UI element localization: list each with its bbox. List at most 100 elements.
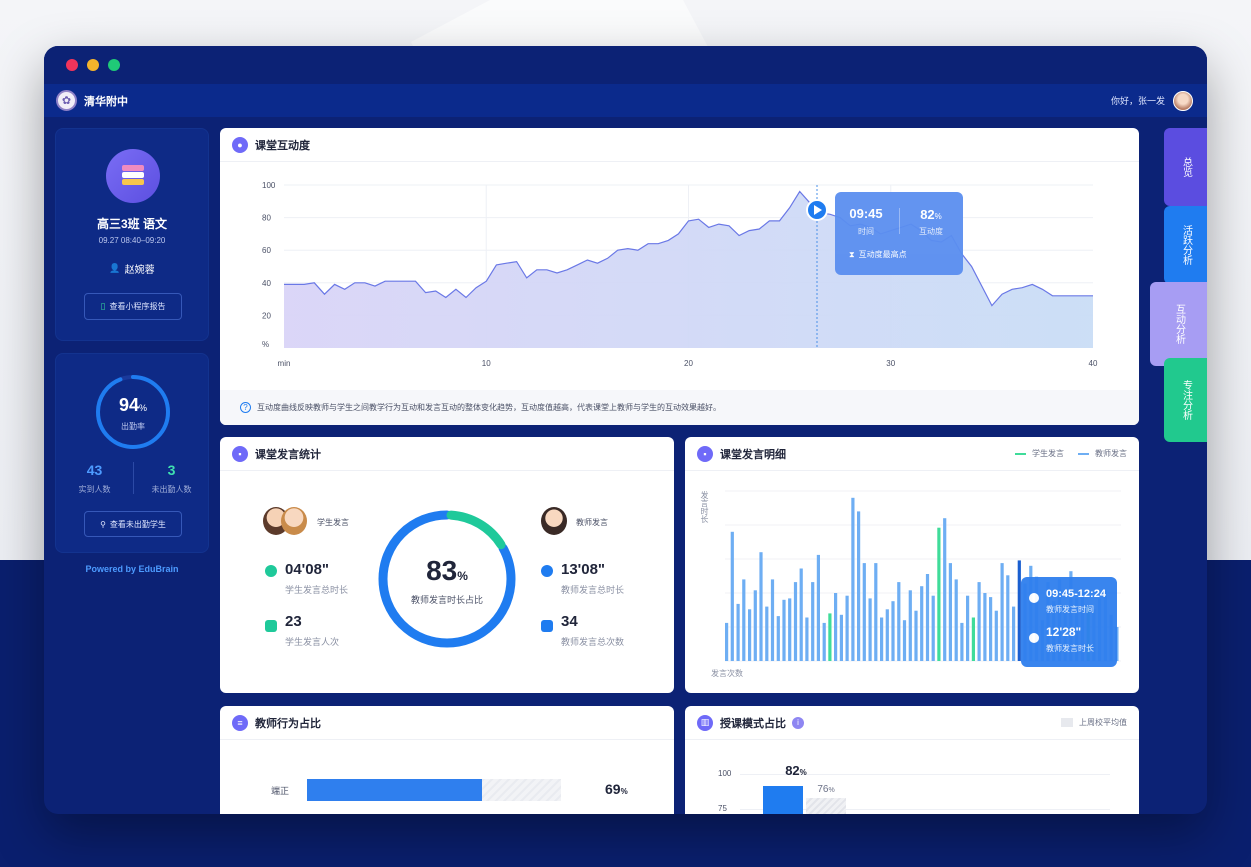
speech-bar[interactable]: [966, 595, 970, 661]
speech-bar[interactable]: [805, 617, 809, 662]
tooltip-divider: [899, 208, 900, 234]
speech-bar[interactable]: [897, 582, 901, 661]
tab-focus[interactable]: 专注分析: [1164, 358, 1207, 442]
legend-student-swatch: [1015, 452, 1026, 455]
detail-x-label: 发言次数: [711, 669, 743, 678]
user-avatar[interactable]: [1173, 90, 1193, 111]
attendance-label: 出勤率: [121, 422, 145, 431]
speech-bar[interactable]: [851, 497, 855, 661]
tab-activity[interactable]: 活跃分析: [1164, 206, 1207, 284]
interaction-note-text: 互动度曲线反映教师与学生之间教学行为互动和发言互动的整体变化趋势，互动度值越高，…: [257, 403, 721, 412]
speech-bar[interactable]: [1017, 560, 1021, 661]
tooltip-peak-label: 互动度最高点: [858, 250, 907, 259]
mode-grid-line: [740, 774, 1110, 775]
speech-legend: 学生发言 教师发言: [1015, 448, 1127, 459]
speech-bar[interactable]: [914, 610, 918, 661]
mode-avg-unit: %: [828, 787, 835, 794]
speech-bar[interactable]: [902, 620, 907, 661]
x-tick-label: min: [278, 359, 291, 368]
teacher-label: 教师发言: [576, 518, 608, 527]
speech-bar[interactable]: [1006, 575, 1010, 661]
speech-bar[interactable]: [885, 609, 889, 661]
speech-bar[interactable]: [983, 593, 987, 661]
speech-bar[interactable]: [925, 574, 930, 661]
speech-bar[interactable]: [845, 595, 849, 661]
speech-bar[interactable]: [931, 595, 935, 661]
speech-bar[interactable]: [822, 622, 826, 661]
speech-bar[interactable]: [989, 597, 993, 661]
speech-bar[interactable]: [730, 531, 734, 661]
speech-bar[interactable]: [908, 590, 912, 661]
behavior-value: 69: [605, 781, 621, 797]
present-count: 43: [86, 462, 103, 478]
attendance-panel: 94% 出勤率 43 实到人数 3 未出勤人数 ⚲ 查看未出勤学生: [55, 353, 209, 553]
speech-bar[interactable]: [920, 586, 924, 661]
ratio-unit: %: [457, 569, 468, 583]
speech-bar[interactable]: [811, 582, 815, 661]
speech-bar[interactable]: [874, 563, 878, 661]
info-icon[interactable]: i: [792, 716, 804, 729]
clock-icon: [265, 565, 277, 577]
minimize-window-button[interactable]: [87, 59, 99, 71]
speech-bar[interactable]: [943, 518, 947, 661]
speech-bar[interactable]: [793, 582, 798, 661]
tab-interaction[interactable]: 互动分析: [1150, 282, 1207, 366]
speech-bar[interactable]: [828, 613, 832, 661]
phone-icon: ▯: [100, 301, 106, 311]
x-tick-label: 10: [482, 359, 491, 368]
user-greeting: 你好，张一发: [1110, 96, 1165, 106]
mode-grid-line: [740, 809, 1110, 810]
speech-bar[interactable]: [971, 617, 975, 662]
chat-icon: ●: [232, 136, 248, 153]
speech-bar[interactable]: [857, 511, 861, 661]
teacher-count-label: 教师发言总次数: [561, 637, 625, 647]
speech-bar[interactable]: [725, 622, 729, 661]
speech-bar[interactable]: [736, 603, 740, 661]
close-window-button[interactable]: [66, 59, 78, 71]
speech-bar[interactable]: [753, 590, 757, 661]
speech-bar[interactable]: [862, 563, 866, 661]
attendance-value-wrap: 94%: [93, 395, 173, 416]
speech-bar[interactable]: [937, 527, 941, 661]
speech-bar[interactable]: [799, 568, 803, 662]
behavior-bar-fill: [307, 779, 483, 801]
attendance-value: 94: [118, 395, 139, 415]
mode-title: 授课模式占比: [720, 717, 786, 730]
speech-bar[interactable]: [948, 563, 952, 661]
speech-bar[interactable]: [834, 593, 838, 661]
speech-bar[interactable]: [776, 616, 780, 661]
speech-tooltip-time-label: 教师发言时间: [1046, 605, 1094, 614]
student-label: 学生发言: [317, 518, 349, 527]
speech-bar[interactable]: [1000, 563, 1004, 661]
tab-overview[interactable]: 总览: [1164, 128, 1207, 206]
view-absent-button[interactable]: ⚲ 查看未出勤学生: [84, 511, 182, 537]
speech-bar[interactable]: [1012, 606, 1016, 661]
chat-icon: [1029, 633, 1039, 643]
speech-bar[interactable]: [742, 579, 746, 661]
speech-bar[interactable]: [880, 617, 884, 662]
student-avatar-icon: [281, 507, 307, 535]
student-count: 23: [285, 613, 302, 630]
speech-bar[interactable]: [891, 601, 895, 661]
speech-bar[interactable]: [977, 582, 981, 661]
speech-bar[interactable]: [759, 552, 763, 661]
speech-bar[interactable]: [994, 610, 998, 661]
speech-bar[interactable]: [748, 609, 752, 661]
speech-bar[interactable]: [868, 598, 872, 661]
message-icon: ▪: [697, 445, 713, 462]
speech-bar[interactable]: [770, 579, 775, 661]
speech-bar[interactable]: [816, 554, 820, 661]
powered-by: Powered by EduBrain: [85, 564, 179, 574]
speech-bar[interactable]: [960, 622, 964, 661]
mode-avg-value: 76: [817, 784, 829, 795]
speech-bar[interactable]: [788, 598, 792, 661]
speech-bar[interactable]: [782, 599, 786, 661]
maximize-window-button[interactable]: [108, 59, 120, 71]
school-logo-icon: ✿: [56, 90, 77, 111]
student-duration: 04'08": [285, 561, 330, 578]
speech-bar[interactable]: [954, 579, 958, 661]
speech-detail-card: ▪ 课堂发言明细 学生发言 教师发言 发言时长 发言次数 09:45-12:24…: [685, 437, 1139, 693]
view-report-button[interactable]: ▯ 查看小程序报告: [84, 293, 182, 320]
speech-bar[interactable]: [839, 614, 843, 661]
speech-bar[interactable]: [765, 606, 769, 661]
